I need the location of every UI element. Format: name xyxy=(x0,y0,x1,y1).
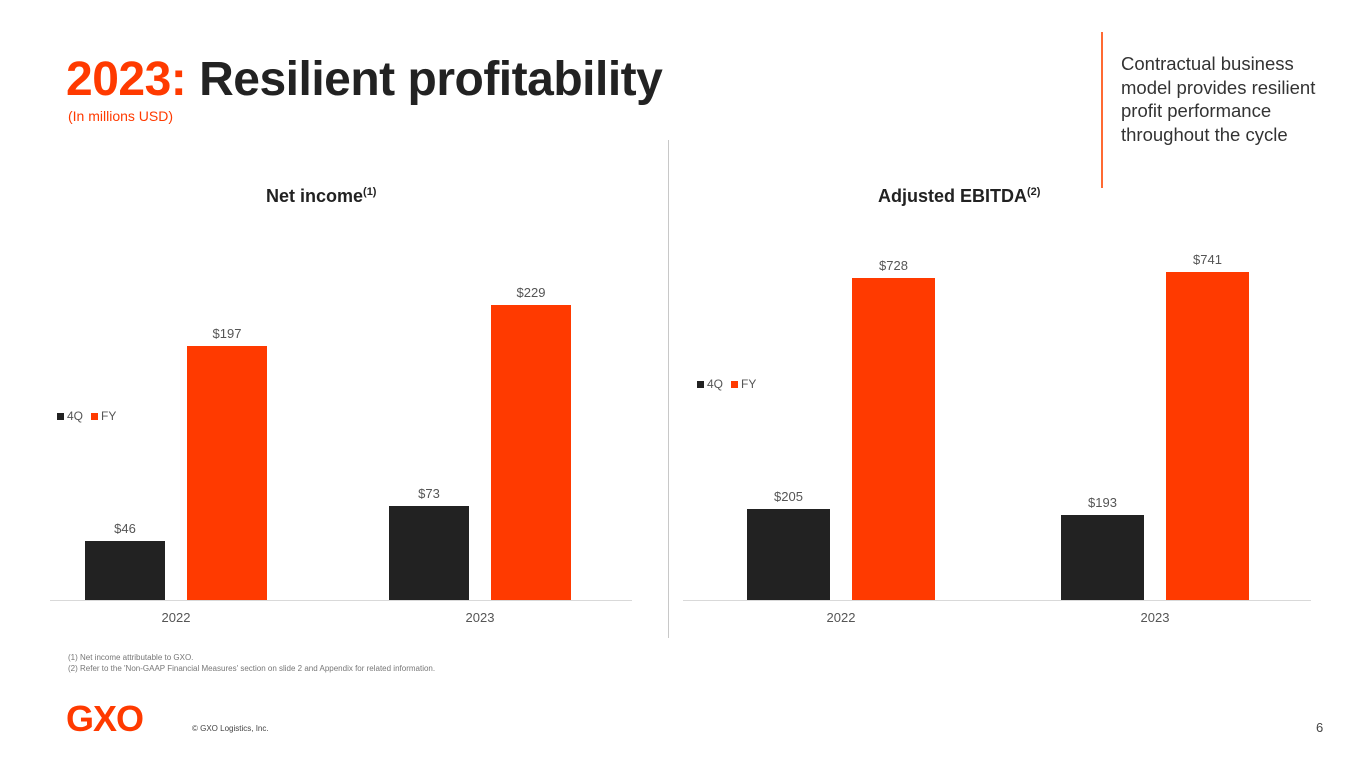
x-tick-label: 2023 xyxy=(465,610,495,625)
bar-4q-2023 xyxy=(1061,514,1144,600)
footnote-2: (2) Refer to the 'Non-GAAP Financial Mea… xyxy=(68,664,436,673)
gxo-logo: GXO xyxy=(66,698,144,739)
chart-legend: 4Q FY xyxy=(697,377,764,391)
legend-swatch xyxy=(731,381,739,388)
bar-4q-2023 xyxy=(389,505,469,600)
legend-swatch xyxy=(697,381,704,388)
data-label: $229 xyxy=(516,285,546,300)
chart-divider xyxy=(668,140,669,638)
bar-4q-2022 xyxy=(85,540,165,600)
bar-fy-2022 xyxy=(187,346,267,600)
chart-title-text: Adjusted EBITDA xyxy=(878,186,1028,206)
subtitle: (In millions USD) xyxy=(68,108,174,124)
data-label: $73 xyxy=(418,485,440,501)
legend-item: 4Q xyxy=(697,377,723,391)
callout-accent-bar xyxy=(1101,32,1103,188)
x-axis-line xyxy=(50,600,632,601)
bar-fy-2023 xyxy=(491,305,571,600)
x-tick-label: 2022 xyxy=(826,610,856,625)
legend-label: FY xyxy=(101,409,117,423)
bar-fy-2022 xyxy=(852,277,935,600)
legend-item: FY xyxy=(91,409,116,423)
data-label: $197 xyxy=(212,326,242,342)
chart-legend: 4Q FY xyxy=(57,409,124,423)
copyright: © GXO Logistics, Inc. xyxy=(192,724,269,733)
footnote-1: (1) Net income attributable to GXO. xyxy=(68,653,194,662)
page-title: 2023: Resilient profitability xyxy=(66,53,663,106)
page-number: 6 xyxy=(1316,720,1324,735)
legend-item: 4Q xyxy=(57,409,83,423)
data-label: $46 xyxy=(114,520,136,536)
chart-title-footnote: (2) xyxy=(1027,186,1041,198)
data-label: $193 xyxy=(1088,494,1117,510)
chart-title-text: Net income xyxy=(266,186,364,206)
x-tick-label: 2022 xyxy=(161,610,191,625)
chart-title: Adjusted EBITDA(2) xyxy=(878,186,1040,207)
legend-item: FY xyxy=(731,377,756,391)
data-label: $205 xyxy=(774,489,803,505)
chart-title: Net income(1) xyxy=(266,186,376,207)
x-axis-line xyxy=(683,600,1311,601)
data-label: $728 xyxy=(879,257,908,273)
legend-label: 4Q xyxy=(707,377,724,391)
legend-swatch xyxy=(91,413,99,420)
data-label: $741 xyxy=(1193,252,1222,267)
chart-title-footnote: (1) xyxy=(363,186,377,198)
footnotes: (1) Net income attributable to GXO. (2) … xyxy=(68,652,435,674)
callout-text: Contractual business model provides resi… xyxy=(1121,53,1316,145)
legend-label: FY xyxy=(741,377,757,391)
legend-label: 4Q xyxy=(67,409,84,423)
bar-fy-2023 xyxy=(1166,272,1249,600)
legend-swatch xyxy=(57,413,64,420)
bar-4q-2022 xyxy=(747,509,830,600)
x-tick-label: 2023 xyxy=(1140,610,1170,625)
